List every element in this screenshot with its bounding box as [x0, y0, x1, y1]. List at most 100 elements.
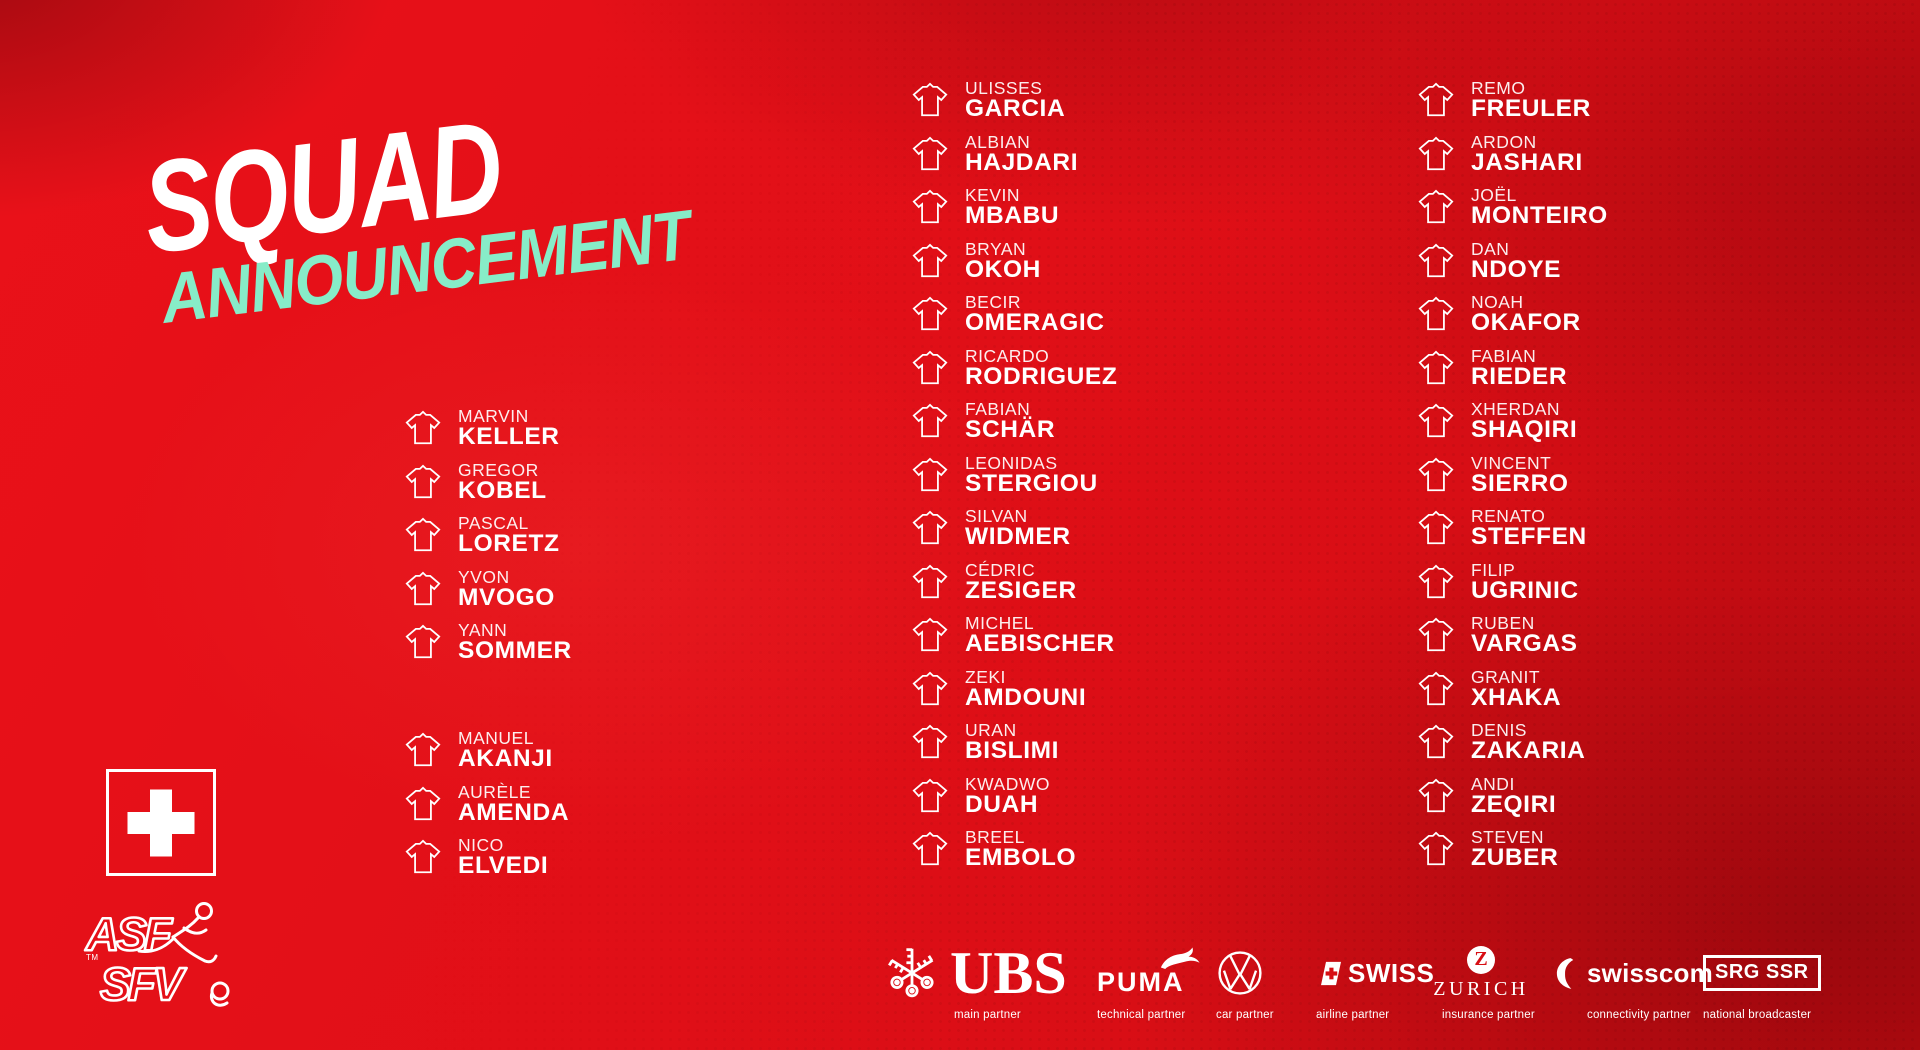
jersey-icon	[405, 464, 441, 498]
player-name: YVON MVOGO	[458, 567, 555, 611]
player-first-name: URAN	[965, 720, 1017, 740]
player-name: CÉDRIC ZESIGER	[965, 559, 1077, 604]
player-name: KEVIN MBABU	[965, 186, 1059, 228]
player-last-name: OMERAGIC	[965, 309, 1105, 336]
player-entry: NOAH OKAFOR	[1418, 292, 1608, 335]
player-first-name: CÉDRIC	[965, 559, 1036, 580]
player-name: GRANIT XHAKA	[1471, 667, 1562, 711]
player-entry: VINCENT SIERRO	[1418, 453, 1608, 495]
jersey-icon	[405, 517, 441, 552]
jersey-icon	[1418, 724, 1454, 759]
jersey-icon	[912, 189, 948, 224]
jersey-icon	[912, 831, 948, 866]
player-last-name: MVOGO	[458, 583, 555, 611]
player-entry: KWADWO DUAH	[912, 773, 1117, 818]
player-first-name: PASCAL	[458, 513, 529, 533]
player-name: AURÈLE AMENDA	[458, 781, 569, 824]
player-name: FABIAN RIEDER	[1471, 345, 1567, 388]
player-name: DENIS ZAKARIA	[1471, 720, 1585, 763]
player-last-name: DUAH	[965, 790, 1039, 818]
jersey-icon	[912, 296, 948, 331]
sponsor-zurich: Z ZURICH insurance partner	[1433, 944, 1535, 1022]
sponsor-srgssr: SRG SSR national broadcaster	[1703, 944, 1821, 1022]
player-last-name: ZEQIRI	[1471, 790, 1557, 818]
player-entry: RUBEN VARGAS	[1418, 614, 1608, 656]
sponsor-label: car partner	[1216, 1009, 1274, 1021]
player-entry: FABIAN SCHÄR	[912, 400, 1117, 443]
jersey-icon	[405, 786, 441, 820]
player-name: YANN SOMMER	[458, 620, 572, 663]
player-last-name: HAJDARI	[965, 148, 1079, 176]
player-entry: STEVEN ZUBER	[1418, 828, 1608, 871]
player-first-name: MANUEL	[458, 728, 534, 748]
jersey-icon	[1418, 564, 1454, 598]
player-name: ARDON JASHARI	[1471, 132, 1583, 174]
jersey-icon	[1418, 617, 1454, 652]
player-name: KWADWO DUAH	[965, 773, 1050, 818]
player-first-name: RICARDO	[965, 345, 1050, 366]
player-first-name: GREGOR	[458, 459, 539, 480]
player-last-name: LORETZ	[458, 530, 560, 557]
player-first-name: KWADWO	[965, 773, 1050, 794]
player-entry: PASCAL LORETZ	[405, 513, 572, 557]
player-first-name: DENIS	[1471, 720, 1527, 740]
player-name: VINCENT SIERRO	[1471, 453, 1569, 495]
player-entry: AURÈLE AMENDA	[405, 781, 569, 824]
player-entry: ULISSES GARCIA	[912, 79, 1117, 121]
player-last-name: ZUBER	[1471, 844, 1559, 871]
player-last-name: NDOYE	[1471, 255, 1562, 283]
player-first-name: LEONIDAS	[965, 452, 1058, 473]
player-name: SILVAN WIDMER	[965, 507, 1071, 550]
player-last-name: SCHÄR	[965, 416, 1056, 443]
sponsor-swiss: SWISS airline partner	[1316, 944, 1434, 1022]
jersey-icon	[912, 350, 948, 384]
player-name: NOAH OKAFOR	[1471, 292, 1581, 335]
jersey-icon	[912, 724, 948, 759]
player-entry: ZEKI AMDOUNI	[912, 666, 1117, 709]
svg-text:ASF: ASF	[85, 908, 174, 960]
player-name: XHERDAN SHAQIRI	[1471, 399, 1577, 442]
player-entry: ANDI ZEQIRI	[1418, 774, 1608, 818]
player-last-name: AEBISCHER	[965, 630, 1115, 657]
player-first-name: AURÈLE	[458, 781, 532, 802]
player-entry: KEVIN MBABU	[912, 186, 1117, 228]
player-last-name: ZESIGER	[965, 576, 1077, 604]
jersey-icon	[1418, 350, 1454, 384]
player-last-name: OKOH	[965, 255, 1041, 283]
jersey-icon	[912, 457, 948, 491]
player-last-name: RODRIGUEZ	[965, 362, 1118, 390]
player-first-name: FABIAN	[1471, 345, 1537, 366]
player-entry: ARDON JASHARI	[1418, 132, 1608, 174]
player-entry: MARVIN KELLER	[405, 407, 572, 449]
player-entry: FABIAN RIEDER	[1418, 345, 1608, 388]
player-last-name: WIDMER	[965, 523, 1071, 550]
player-name: RUBEN VARGAS	[1471, 614, 1578, 656]
player-column-3: REMO FREULER ARDON JASHARI JOËL MONTEIRO…	[1418, 79, 1608, 882]
swisscom-wordmark: swisscom	[1587, 957, 1713, 988]
zurich-wordmark: ZURICH	[1433, 977, 1529, 1000]
player-first-name: YANN	[458, 620, 508, 640]
player-entry: JOËL MONTEIRO	[1418, 186, 1608, 228]
zurich-z-icon: Z	[1467, 945, 1495, 974]
player-entry: RENATO STEFFEN	[1418, 506, 1608, 550]
jersey-icon	[1418, 403, 1454, 438]
player-first-name: ZEKI	[965, 666, 1006, 687]
player-last-name: STEFFEN	[1471, 523, 1587, 550]
player-name: PASCAL LORETZ	[458, 513, 560, 557]
player-last-name: XHAKA	[1471, 683, 1562, 711]
player-first-name: XHERDAN	[1471, 399, 1561, 419]
player-column-2: ULISSES GARCIA ALBIAN HAJDARI KEVIN MBAB…	[912, 79, 1117, 882]
jersey-icon	[1418, 243, 1454, 277]
puma-cat-icon	[1161, 947, 1200, 969]
player-name: MANUEL AKANJI	[458, 728, 553, 771]
jersey-icon	[405, 624, 441, 659]
player-entry: GRANIT XHAKA	[1418, 667, 1608, 711]
player-entry: MICHEL AEBISCHER	[912, 614, 1117, 657]
player-column-1-outfield: MANUEL AKANJI AURÈLE AMENDA NICO ELVEDI	[405, 729, 569, 890]
player-first-name: NOAH	[1471, 292, 1524, 312]
player-entry: DAN NDOYE	[1418, 239, 1608, 283]
player-entry: YVON MVOGO	[405, 567, 572, 611]
player-name: ULISSES GARCIA	[965, 79, 1065, 121]
player-first-name: RENATO	[1471, 506, 1546, 526]
player-name: LEONIDAS STERGIOU	[965, 452, 1098, 495]
